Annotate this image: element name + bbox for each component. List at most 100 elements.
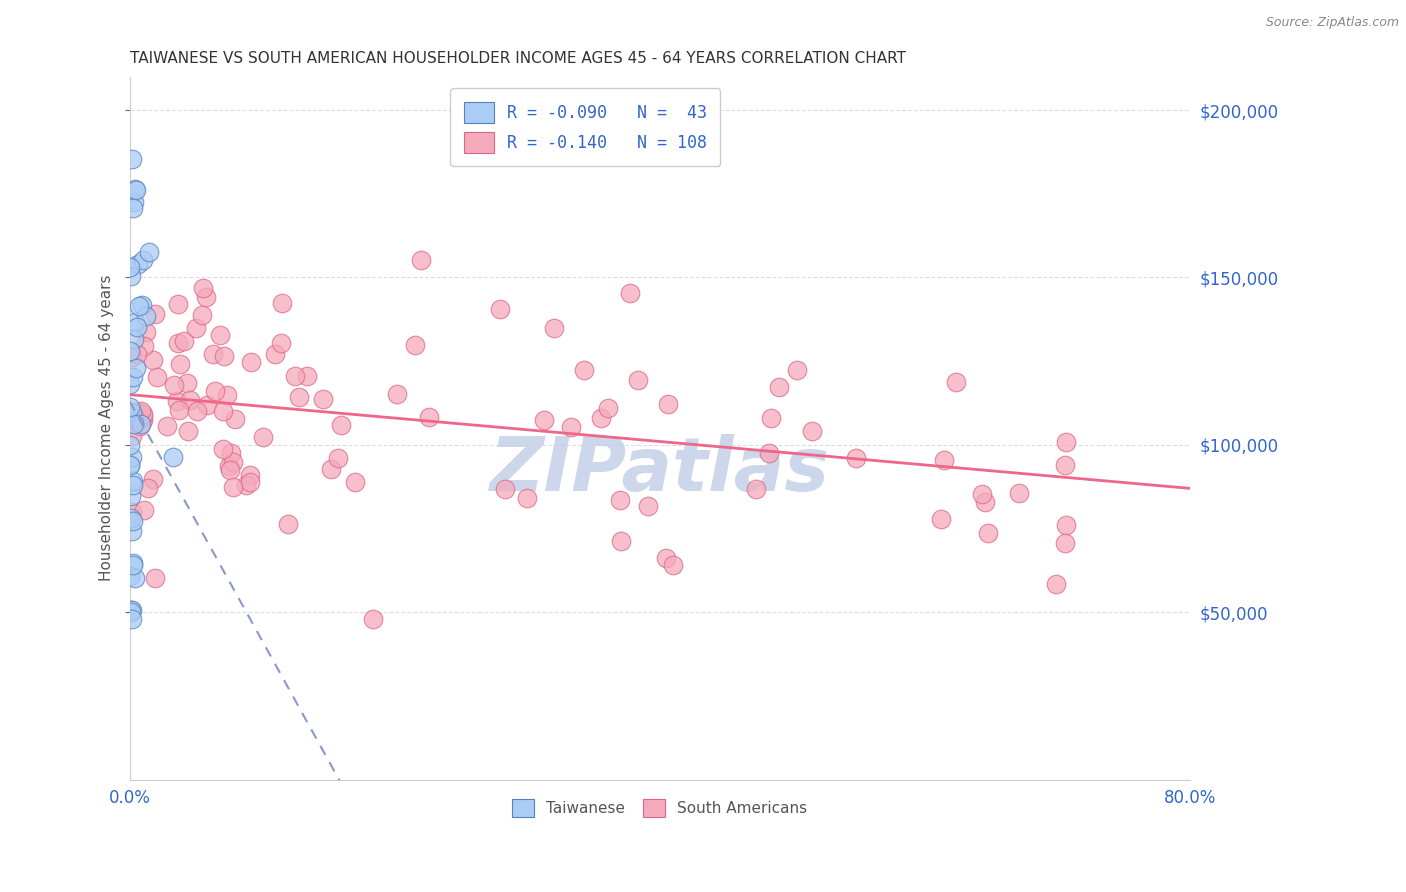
Point: [128, 300, 150, 314]
Point: [284, 368, 307, 383]
Point: [277, 517, 299, 532]
Point: [212, 404, 235, 418]
Point: [219, 446, 242, 460]
Point: [163, 378, 186, 392]
Point: [758, 446, 780, 460]
Point: [156, 418, 179, 433]
Point: [932, 453, 955, 467]
Point: [121, 505, 143, 519]
Point: [326, 450, 349, 465]
Point: [124, 332, 146, 346]
Point: [786, 362, 808, 376]
Point: [135, 309, 157, 323]
Point: [122, 201, 145, 215]
Point: [263, 347, 285, 361]
Point: [176, 424, 198, 438]
Point: [132, 407, 155, 421]
Point: [208, 327, 231, 342]
Point: [218, 463, 240, 477]
Point: [240, 355, 263, 369]
Point: [1054, 536, 1077, 550]
Point: [120, 268, 142, 283]
Point: [195, 399, 218, 413]
Point: [135, 325, 157, 339]
Point: [121, 612, 143, 626]
Text: TAIWANESE VS SOUTH AMERICAN HOUSEHOLDER INCOME AGES 45 - 64 YEARS CORRELATION CH: TAIWANESE VS SOUTH AMERICAN HOUSEHOLDER …: [129, 51, 905, 66]
Point: [845, 451, 868, 466]
Point: [166, 297, 188, 311]
Point: [142, 472, 165, 486]
Point: [1056, 518, 1078, 533]
Point: [489, 302, 512, 317]
Point: [1008, 486, 1031, 500]
Point: [184, 321, 207, 335]
Point: [121, 514, 143, 528]
Point: [945, 375, 967, 389]
Point: [142, 352, 165, 367]
Point: [134, 339, 156, 353]
Point: [132, 413, 155, 427]
Point: [118, 438, 141, 452]
Point: [122, 478, 145, 492]
Point: [560, 419, 582, 434]
Point: [125, 347, 148, 361]
Point: [120, 458, 142, 472]
Point: [118, 569, 141, 583]
Point: [662, 558, 685, 572]
Point: [125, 361, 148, 376]
Point: [129, 403, 152, 417]
Point: [598, 401, 620, 416]
Point: [239, 468, 262, 483]
Point: [768, 380, 790, 394]
Point: [215, 387, 238, 401]
Point: [173, 334, 195, 348]
Point: [931, 512, 953, 526]
Point: [121, 556, 143, 570]
Point: [122, 195, 145, 210]
Point: [120, 458, 142, 473]
Point: [121, 405, 143, 419]
Point: [121, 603, 143, 617]
Y-axis label: Householder Income Ages 45 - 64 years: Householder Income Ages 45 - 64 years: [100, 275, 114, 582]
Point: [619, 285, 641, 300]
Point: [363, 612, 385, 626]
Point: [179, 392, 201, 407]
Point: [270, 336, 292, 351]
Point: [121, 350, 143, 364]
Point: [191, 280, 214, 294]
Point: [204, 384, 226, 399]
Point: [609, 493, 631, 508]
Point: [319, 462, 342, 476]
Point: [186, 404, 208, 418]
Point: [121, 524, 143, 538]
Point: [131, 298, 153, 312]
Point: [626, 373, 648, 387]
Point: [1054, 435, 1077, 450]
Point: [120, 605, 142, 619]
Point: [411, 253, 433, 268]
Point: [176, 376, 198, 390]
Point: [404, 337, 426, 351]
Point: [637, 500, 659, 514]
Point: [138, 245, 160, 260]
Point: [288, 390, 311, 404]
Point: [125, 319, 148, 334]
Point: [212, 442, 235, 456]
Point: [122, 410, 145, 425]
Text: Source: ZipAtlas.com: Source: ZipAtlas.com: [1265, 16, 1399, 29]
Point: [120, 511, 142, 525]
Point: [977, 525, 1000, 540]
Legend: Taiwanese, South Americans: Taiwanese, South Americans: [505, 792, 814, 825]
Point: [129, 417, 152, 431]
Point: [252, 430, 274, 444]
Point: [801, 424, 824, 438]
Point: [121, 370, 143, 384]
Point: [271, 295, 294, 310]
Point: [120, 603, 142, 617]
Point: [143, 307, 166, 321]
Point: [122, 417, 145, 431]
Point: [654, 551, 676, 566]
Point: [132, 502, 155, 516]
Point: [120, 489, 142, 503]
Point: [657, 396, 679, 410]
